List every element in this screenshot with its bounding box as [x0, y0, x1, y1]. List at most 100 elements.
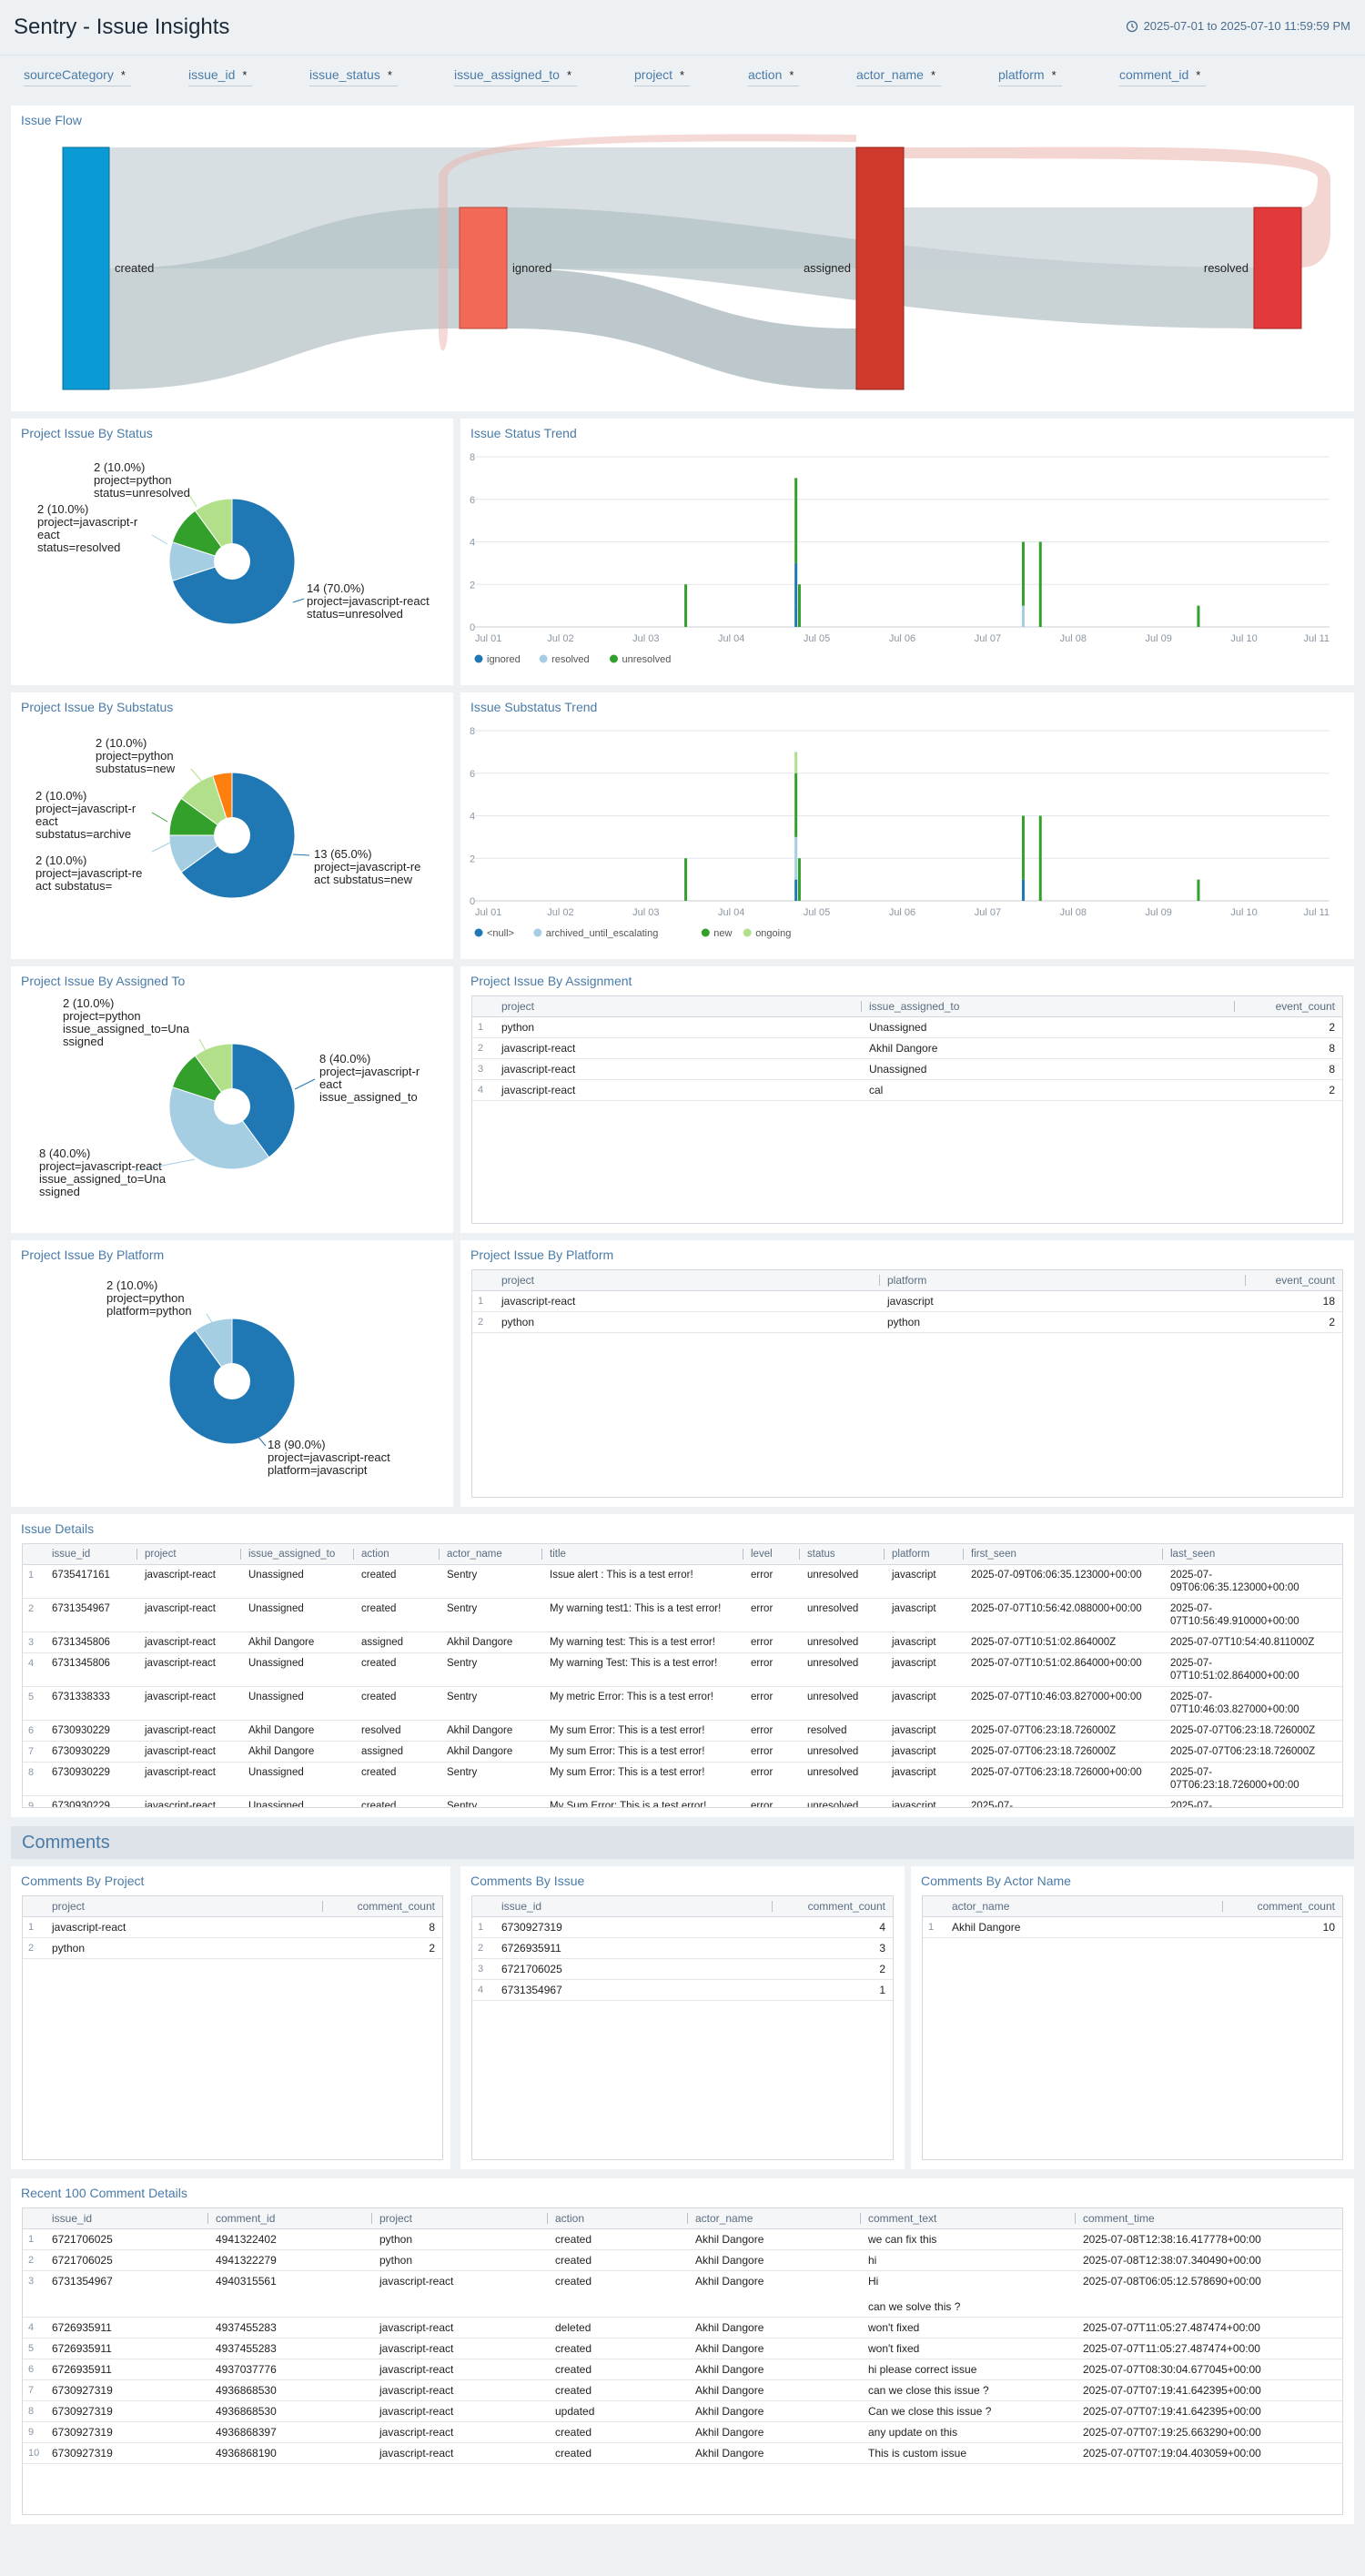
trend-bar[interactable] — [1038, 815, 1042, 902]
table-row[interactable]: 4 javascript-react cal 2 — [472, 1079, 1342, 1101]
trend-bar[interactable] — [794, 752, 798, 773]
legend-label[interactable]: <null> — [487, 928, 514, 939]
col-comment-text[interactable]: comment_text — [861, 2208, 1076, 2229]
table-row[interactable]: 1 6721706025 4941322402 python created Akhil … — [23, 2228, 1342, 2250]
col-project[interactable]: project — [494, 996, 862, 1017]
flow-assigned-resolved[interactable] — [904, 207, 1254, 268]
table-row[interactable]: 2 6726935911 3 — [472, 1937, 893, 1959]
col-level[interactable]: level — [743, 1544, 800, 1565]
col-event-count[interactable]: event_count — [1246, 1270, 1342, 1291]
col-project[interactable]: project — [372, 2208, 548, 2229]
table-row[interactable]: 9 6730927319 4936868397 javascript-react cre… — [23, 2421, 1342, 2443]
trend-bar[interactable] — [1021, 605, 1025, 627]
table-row[interactable]: 4 6731354967 1 — [472, 1979, 893, 2001]
col-issue-assigned-to[interactable]: issue_assigned_to — [241, 1544, 354, 1565]
col-project[interactable]: project — [45, 1896, 323, 1917]
filter-comment-id[interactable]: comment_id * — [1119, 67, 1207, 86]
table-row[interactable]: 2 6731354967 javascript-react Unassigned cre… — [23, 1598, 1342, 1632]
legend-label[interactable]: resolved — [551, 654, 590, 665]
filter-project[interactable]: project * — [634, 67, 691, 86]
trend-bar[interactable] — [794, 478, 798, 563]
table-row[interactable]: 1 6735417161 javascript-react Unassigned cre… — [23, 1564, 1342, 1599]
filter-issue-status[interactable]: issue_status * — [309, 67, 398, 86]
flow-ignored-assigned[interactable] — [507, 268, 856, 389]
col-first-seen[interactable]: first_seen — [964, 1544, 1163, 1565]
col-status[interactable]: status — [800, 1544, 885, 1565]
legend-label[interactable]: ignored — [487, 654, 521, 665]
table-row[interactable]: 1 python Unassigned 2 — [472, 1016, 1342, 1038]
table-row[interactable]: 8 6730927319 4936868530 javascript-react upd… — [23, 2400, 1342, 2422]
table-row[interactable]: 6 6730930229 javascript-react Akhil Dangore… — [23, 1720, 1342, 1742]
legend-label[interactable]: unresolved — [622, 654, 672, 665]
table-row[interactable]: 2 javascript-react Akhil Dangore 8 — [472, 1037, 1342, 1059]
legend-label[interactable]: new — [713, 928, 732, 939]
table-row[interactable]: 1 javascript-react 8 — [23, 1916, 442, 1938]
col-comment-count[interactable]: comment_count — [1223, 1896, 1342, 1917]
trend-bar[interactable] — [797, 584, 801, 627]
col-actor-name[interactable]: actor_name — [688, 2208, 861, 2229]
filter-actor-name[interactable]: actor_name * — [856, 67, 941, 86]
col-comment-id[interactable]: comment_id — [208, 2208, 372, 2229]
trend-bar[interactable] — [1021, 815, 1025, 880]
filter-platform[interactable]: platform * — [998, 67, 1062, 86]
node-assigned[interactable] — [855, 146, 905, 390]
col-action[interactable]: action — [354, 1544, 440, 1565]
trend-bar[interactable] — [684, 858, 688, 901]
table-row[interactable]: 3 6731345806 javascript-react Akhil Dangore… — [23, 1631, 1342, 1653]
table-row[interactable]: 5 6731338333 javascript-react Unassigned cre… — [23, 1686, 1342, 1721]
trend-bar[interactable] — [794, 562, 798, 606]
trend-bar[interactable] — [794, 605, 798, 627]
trend-bar[interactable] — [1021, 541, 1025, 606]
pie-slice[interactable] — [194, 498, 233, 563]
table-row[interactable]: 5 6726935911 4937455283 javascript-react cre… — [23, 2338, 1342, 2359]
flow-created-ignored[interactable] — [109, 207, 460, 389]
col-issue-id[interactable]: issue_id — [45, 2208, 208, 2229]
col-issue-assigned-to[interactable]: issue_assigned_to — [862, 996, 1235, 1017]
trend-bar[interactable] — [794, 773, 798, 837]
filter-issue-id[interactable]: issue_id * — [188, 67, 253, 86]
filter-issue-assigned-to[interactable]: issue_assigned_to * — [454, 67, 578, 86]
trend-bar[interactable] — [794, 836, 798, 880]
pie-slice[interactable] — [231, 1043, 296, 1158]
table-row[interactable]: 9 6730930229 javascript-react Unassigned cre… — [23, 1795, 1342, 1807]
trend-bar[interactable] — [1197, 605, 1200, 627]
pie-slice[interactable] — [168, 1086, 270, 1170]
legend-label[interactable]: ongoing — [755, 928, 791, 939]
col-action[interactable]: action — [548, 2208, 688, 2229]
table-row[interactable]: 2 6721706025 4941322279 python created Akhil … — [23, 2249, 1342, 2271]
legend-label[interactable]: archived_until_escalating — [546, 928, 659, 939]
table-row[interactable]: 10 6730927319 4936868190 javascript-react cr… — [23, 2442, 1342, 2464]
table-row[interactable]: 8 6730930229 javascript-react Unassigned cre… — [23, 1762, 1342, 1796]
table-row[interactable]: 3 javascript-react Unassigned 8 — [472, 1058, 1342, 1080]
col-title[interactable]: title — [542, 1544, 743, 1565]
pie-slice[interactable] — [194, 1318, 233, 1383]
table-row[interactable]: 7 6730930229 javascript-react Akhil Dangore… — [23, 1741, 1342, 1763]
node-resolved[interactable] — [1253, 207, 1302, 329]
trend-bar[interactable] — [684, 584, 688, 627]
col-event-count[interactable]: event_count — [1235, 996, 1342, 1017]
trend-bar[interactable] — [1038, 541, 1042, 628]
time-range-picker[interactable]: 2025-07-01 to 2025-07-10 11:59:59 PM — [1126, 19, 1350, 33]
table-row[interactable]: 3 6731354967 4940315561 javascript-react cre… — [23, 2270, 1342, 2318]
table-row[interactable]: 6 6726935911 4937037776 javascript-react cre… — [23, 2359, 1342, 2380]
trend-bar[interactable] — [1021, 879, 1025, 901]
table-row[interactable]: 1 Akhil Dangore 10 — [923, 1916, 1342, 1938]
pie-slice[interactable] — [194, 1043, 233, 1108]
filter-sourcecategory[interactable]: sourceCategory * — [24, 67, 131, 86]
col-comment-time[interactable]: comment_time — [1076, 2208, 1342, 2229]
table-row[interactable]: 1 javascript-react javascript 18 — [472, 1290, 1342, 1312]
trend-bar[interactable] — [797, 858, 801, 901]
table-row[interactable]: 4 6726935911 4937455283 javascript-react del… — [23, 2317, 1342, 2339]
col-platform[interactable]: platform — [880, 1270, 1246, 1291]
node-ignored[interactable] — [459, 207, 508, 329]
trend-bar[interactable] — [794, 879, 798, 901]
table-row[interactable]: 1 6730927319 4 — [472, 1916, 893, 1938]
col-comment-count[interactable]: comment_count — [323, 1896, 442, 1917]
table-row[interactable]: 2 python 2 — [23, 1937, 442, 1959]
flow-resolved-ignored-loop[interactable] — [904, 146, 1330, 268]
col-actor-name[interactable]: actor_name — [440, 1544, 542, 1565]
table-row[interactable]: 4 6731345806 javascript-react Unassigned cre… — [23, 1652, 1342, 1687]
col-platform[interactable]: platform — [885, 1544, 964, 1565]
col-comment-count[interactable]: comment_count — [773, 1896, 893, 1917]
col-project[interactable]: project — [137, 1544, 241, 1565]
